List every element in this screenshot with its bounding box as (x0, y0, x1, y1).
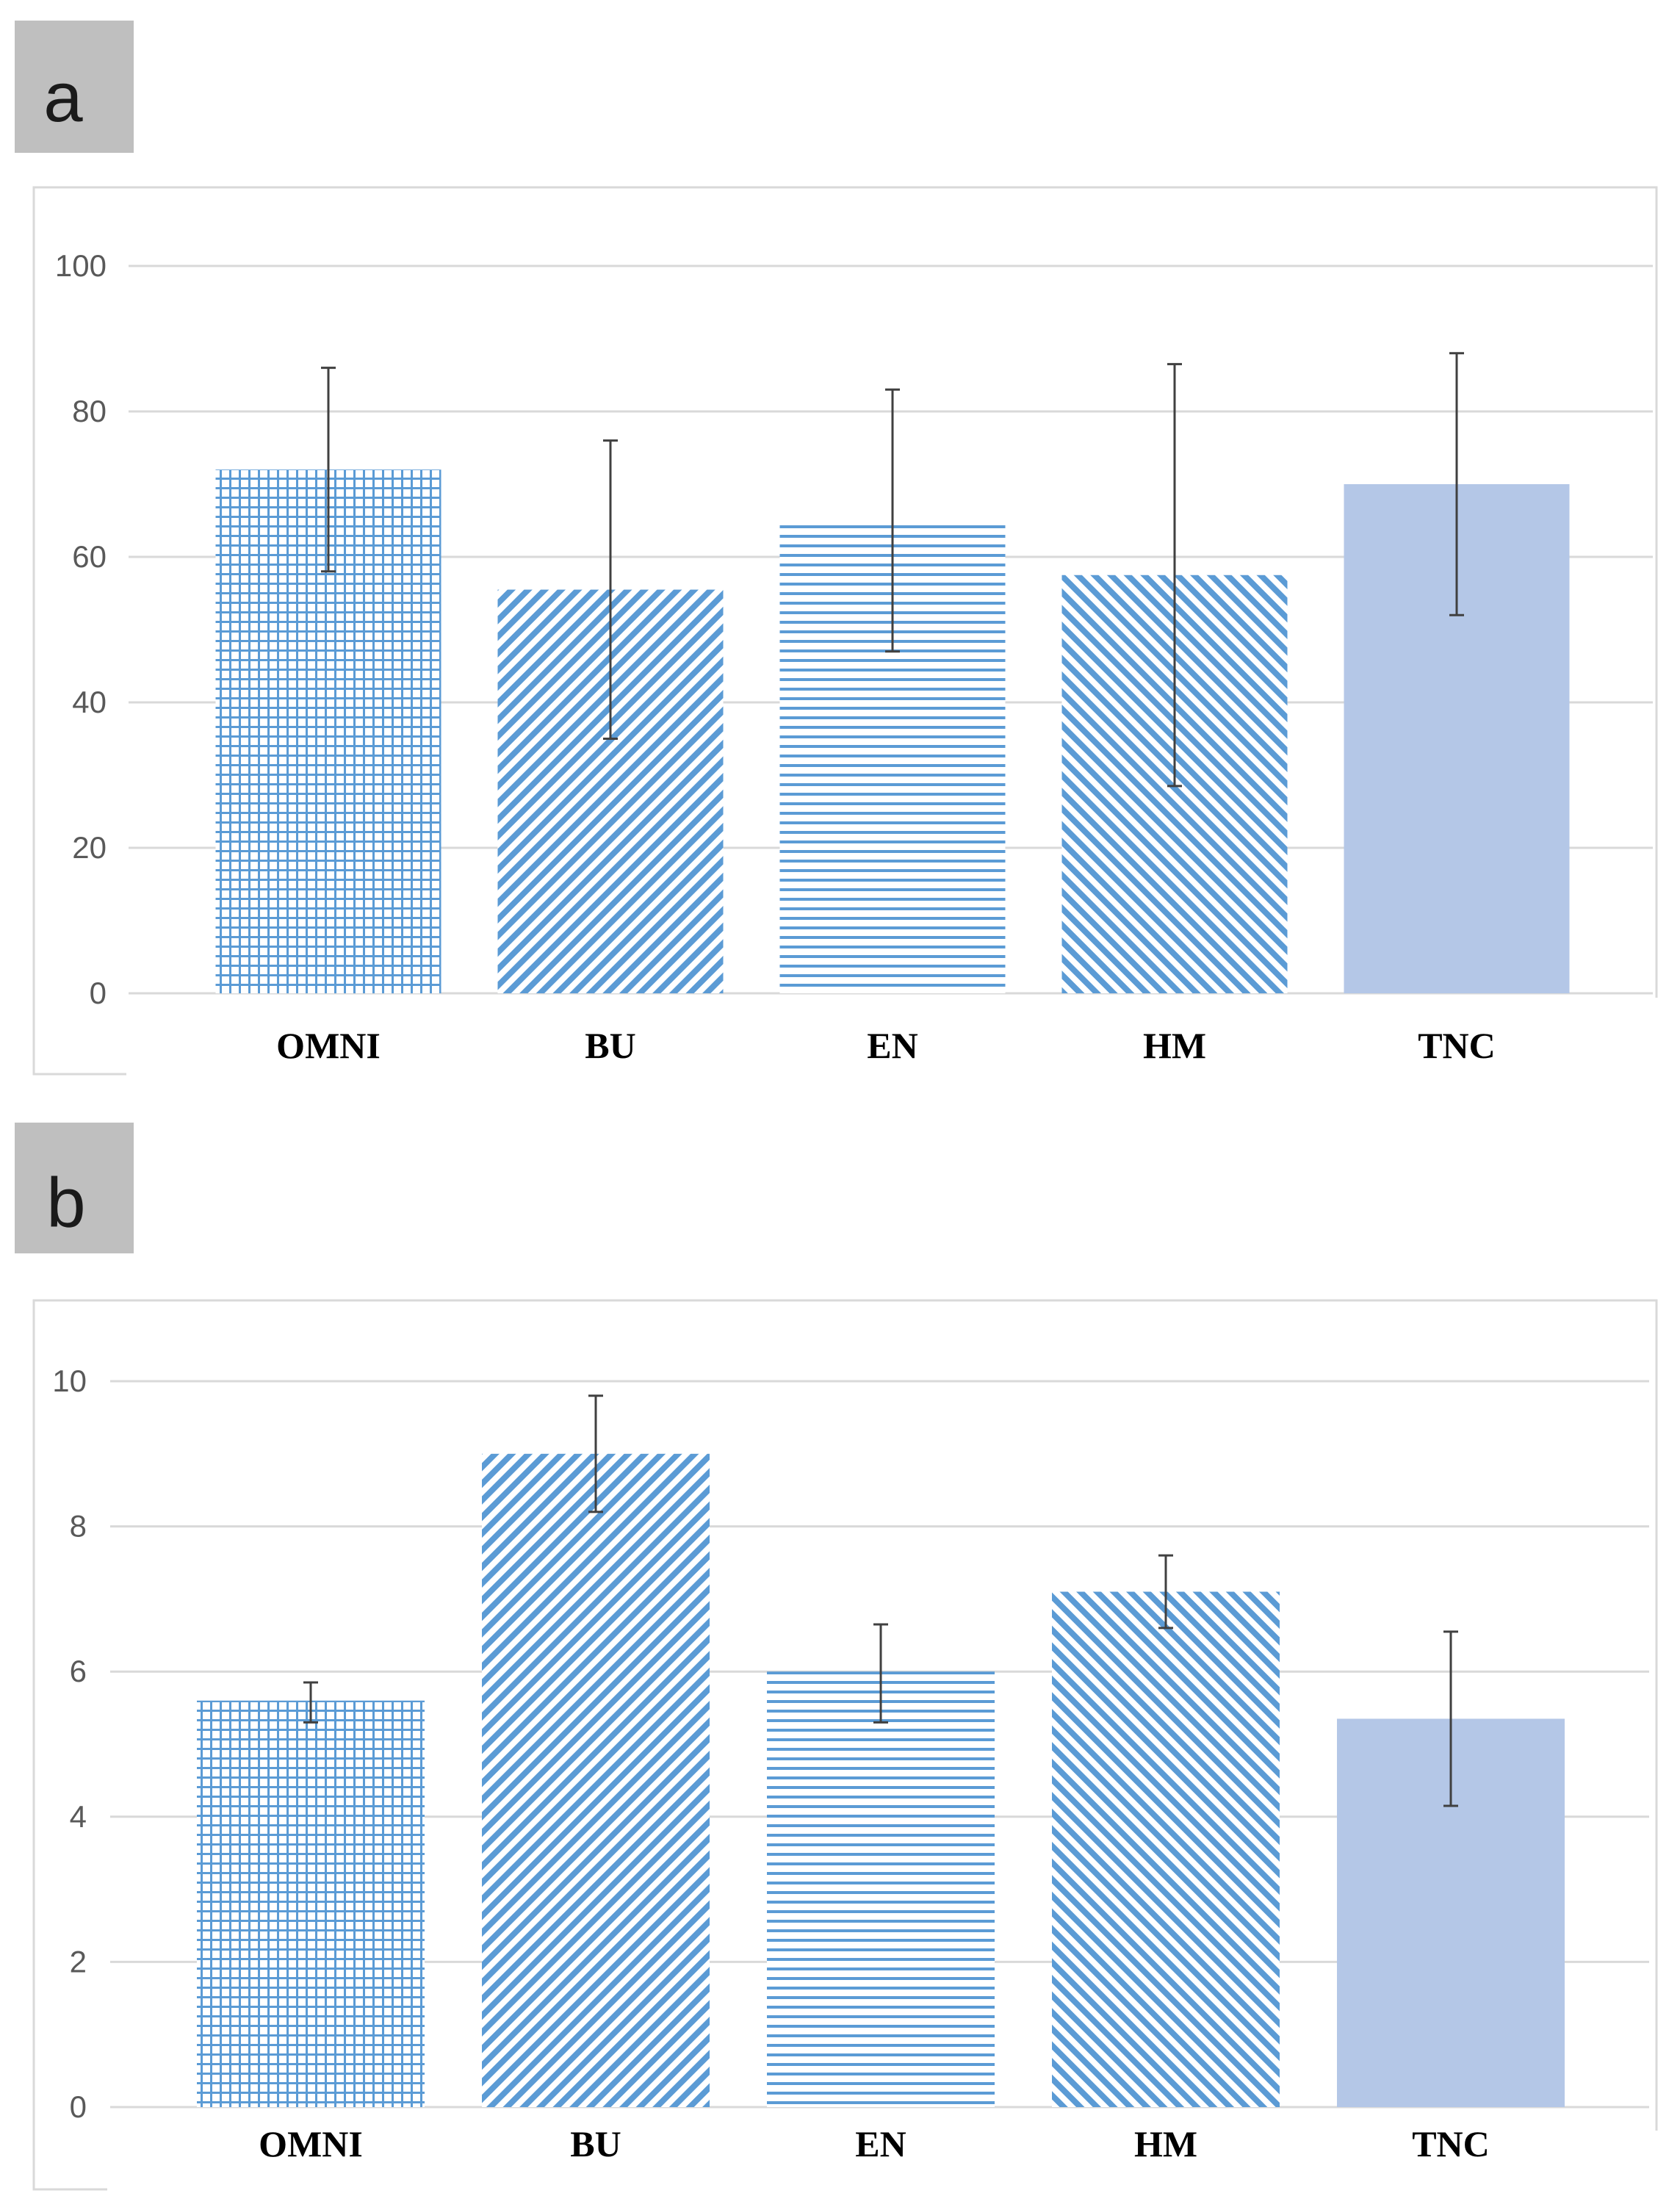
x-category-label: HM (1134, 2123, 1197, 2164)
panel-a: a 0 20 40 60 80 100 OMNI BU EN HM TNC (15, 21, 1658, 1076)
panel-b-frame (32, 1299, 1658, 2191)
x-category-label: EN (867, 1025, 917, 1066)
error-bar-omni (303, 1681, 318, 1724)
panel-b-label: b (46, 1164, 85, 1242)
chart-a: 0 20 40 60 80 100 OMNI BU EN HM TNC (55, 248, 1653, 1066)
x-category-label: BU (570, 2123, 621, 2164)
bar-omni (197, 1700, 425, 2107)
x-category-label: TNC (1418, 1025, 1496, 1066)
panel-b: b 0 2 4 6 8 10 OMNI BU EN HM TNC (15, 1123, 1658, 2191)
panel-a-label: a (43, 58, 83, 137)
y-tick-label: 20 (72, 830, 107, 865)
y-tick-label: 6 (70, 1654, 87, 1688)
x-category-label: TNC (1412, 2123, 1490, 2164)
panel-a-label-box (15, 21, 134, 153)
error-bar-en (885, 388, 900, 653)
bar-bu (482, 1453, 710, 2107)
x-category-label: OMNI (259, 2123, 363, 2164)
x-category-label: EN (855, 2123, 906, 2164)
x-category-label: BU (585, 1025, 635, 1066)
y-tick-label: 80 (72, 394, 107, 428)
panel-b-label-box (15, 1123, 134, 1253)
error-bar-bu (603, 439, 618, 740)
y-tick-label: 0 (70, 2089, 87, 2124)
y-tick-label: 100 (55, 248, 107, 283)
x-category-label: HM (1143, 1025, 1206, 1066)
y-tick-label: 2 (70, 1944, 87, 1979)
error-bar-omni (321, 367, 336, 573)
error-bar-bu (588, 1394, 603, 1513)
panel-a-frame (32, 186, 1658, 1076)
bar-hm (1052, 1591, 1280, 2107)
y-tick-label: 0 (90, 976, 107, 1010)
error-bar-en (873, 1623, 888, 1724)
chart-b: 0 2 4 6 8 10 OMNI BU EN HM TNC (52, 1364, 1649, 2164)
y-tick-label: 10 (52, 1364, 87, 1398)
error-bar-hm (1167, 363, 1182, 788)
y-tick-label: 8 (70, 1509, 87, 1544)
y-tick-label: 40 (72, 685, 107, 719)
y-tick-label: 60 (72, 539, 107, 574)
y-tick-label: 4 (70, 1799, 87, 1834)
x-category-label: OMNI (276, 1025, 381, 1066)
bar-en (767, 1671, 995, 2107)
error-bar-tnc (1449, 352, 1464, 616)
error-bar-tnc (1443, 1630, 1458, 1807)
error-bar-hm (1158, 1554, 1173, 1630)
